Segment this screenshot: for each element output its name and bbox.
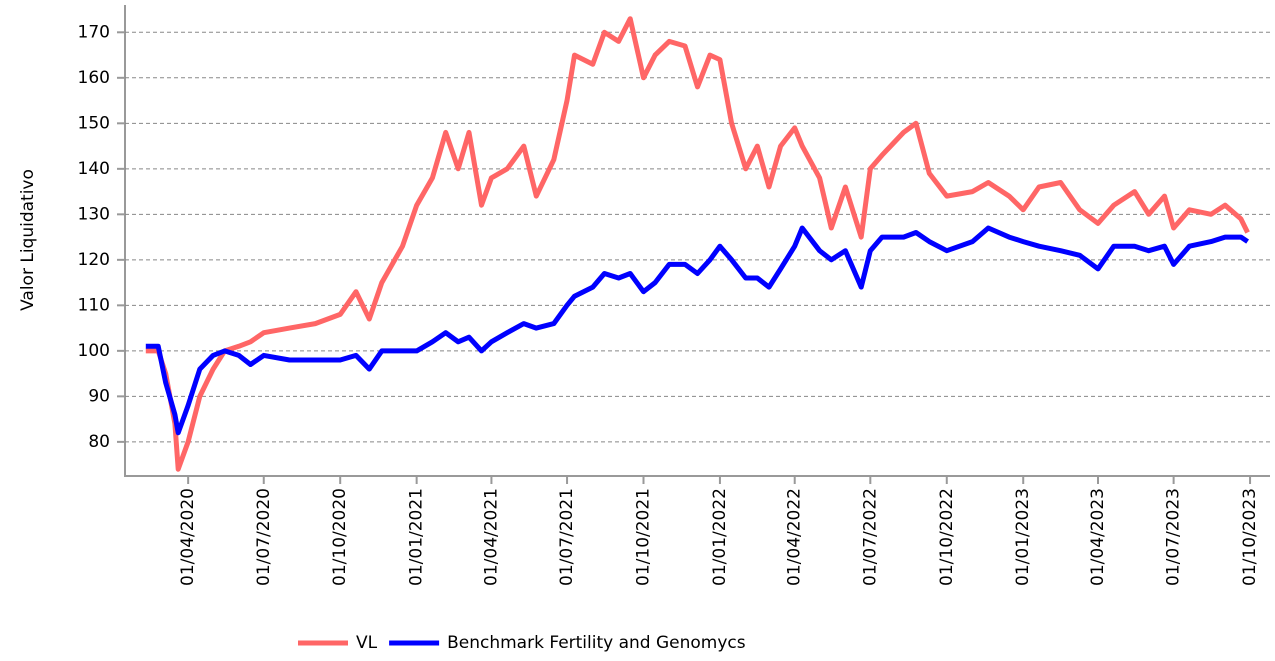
- x-tick-label: 01/07/2020: [254, 488, 274, 586]
- y-tick-label: 160: [78, 68, 110, 88]
- x-tick-label: 01/01/2021: [407, 488, 427, 586]
- x-tick-label: 01/01/2023: [1013, 488, 1033, 586]
- y-tick-label: 140: [78, 159, 110, 179]
- y-tick-label: 170: [78, 22, 110, 42]
- x-tick-label: 01/07/2021: [557, 488, 577, 586]
- y-tick-label: 130: [78, 204, 110, 224]
- x-tick-label: 01/04/2021: [481, 488, 501, 586]
- y-tick-label: 100: [78, 341, 110, 361]
- x-tick-label: 01/04/2023: [1088, 488, 1108, 586]
- x-tick-label: 01/10/2023: [1240, 488, 1260, 586]
- x-tick-label: 01/04/2020: [178, 488, 198, 586]
- y-tick-label: 80: [88, 432, 110, 452]
- x-tick-label: 01/10/2020: [330, 488, 350, 586]
- x-tick-label: 01/04/2022: [785, 488, 805, 586]
- y-axis-label: Valor Liquidativo: [18, 169, 38, 311]
- y-tick-label: 150: [78, 113, 110, 133]
- x-tick-label: 01/07/2022: [860, 488, 880, 586]
- y-tick-label: 90: [88, 386, 110, 406]
- x-tick-label: 01/10/2021: [633, 488, 653, 586]
- legend-label: VL: [356, 633, 378, 653]
- series-line: [145, 225, 1249, 436]
- series-line: [145, 16, 1250, 472]
- legend-label: Benchmark Fertility and Genomycs: [447, 633, 746, 653]
- y-tick-label: 120: [78, 250, 110, 270]
- x-tick-label: 01/10/2022: [937, 488, 957, 586]
- y-tick-label: 110: [78, 295, 110, 315]
- x-tick-label: 01/07/2023: [1164, 488, 1184, 586]
- x-tick-label: 01/01/2022: [710, 488, 730, 586]
